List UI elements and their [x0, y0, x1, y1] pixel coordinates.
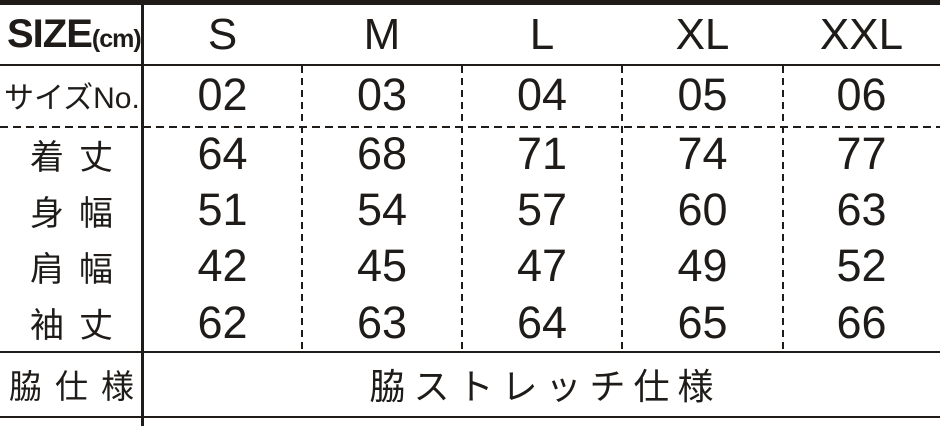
size-title: SIZE [7, 12, 93, 56]
row-label-sleeve-length: 袖丈 [30, 307, 128, 345]
sleeve-length-m: 63 [356, 296, 408, 348]
row-label-side-spec: 脇仕様 [9, 367, 143, 405]
sleeve-length-l: 64 [516, 296, 568, 348]
spec-row-bottom-rule [0, 416, 940, 418]
row-label-shoulder-width: 肩幅 [30, 250, 128, 289]
shoulder-width-s: 42 [197, 240, 248, 291]
column-divider-s-m [301, 66, 303, 351]
sleeve-length-s: 62 [197, 296, 248, 348]
size-no-s: 02 [197, 69, 248, 120]
side-spec-value-cell: 脇ストレッチ仕様 [369, 365, 722, 407]
col-header-xl: XL [675, 9, 730, 59]
row-label-size-no: サイズNo. [4, 82, 140, 115]
body-width-l: 57 [516, 184, 568, 235]
top-border-rule [0, 0, 940, 5]
sleeve-length-xxl: 66 [836, 296, 887, 348]
column-divider-m-l [461, 66, 463, 351]
shoulder-width-xxl: 52 [836, 240, 887, 291]
size-no-xl: 05 [677, 69, 728, 120]
size-no-m: 03 [356, 69, 408, 120]
column-divider-l-xl [621, 66, 623, 351]
size-no-l: 04 [516, 69, 568, 120]
column-divider-xl-xxl [782, 66, 784, 351]
body-length-xl: 74 [677, 128, 728, 179]
size-header-inner: SIZE (cm) [7, 12, 142, 57]
size-unit-label: (cm) [91, 25, 142, 53]
shoulder-width-xl: 49 [677, 240, 728, 291]
shoulder-width-l: 47 [516, 240, 568, 291]
shoulder-width-m: 45 [356, 240, 408, 291]
size-no-dashed-rule [0, 126, 940, 128]
col-header-xxl: XXL [819, 9, 904, 59]
row-label-body-length: 着丈 [30, 138, 128, 177]
body-width-s: 51 [197, 184, 248, 235]
body-length-s: 64 [197, 128, 248, 179]
label-column-divider [141, 5, 144, 426]
size-header-cell: SIZE (cm) [0, 0, 143, 64]
body-length-l: 71 [516, 128, 568, 179]
body-width-xxl: 63 [836, 184, 887, 235]
body-length-m: 68 [356, 128, 408, 179]
col-header-m: M [363, 9, 401, 59]
spec-row-top-rule [0, 351, 940, 353]
col-header-l: L [529, 9, 555, 59]
body-width-xl: 60 [677, 184, 728, 235]
body-length-xxl: 77 [836, 128, 887, 179]
size-no-xxl: 06 [836, 69, 887, 120]
col-header-s: S [207, 9, 238, 59]
body-width-m: 54 [356, 184, 408, 235]
sleeve-length-xl: 65 [677, 296, 728, 348]
row-label-body-width: 身幅 [30, 194, 128, 233]
header-bottom-rule [0, 64, 940, 66]
